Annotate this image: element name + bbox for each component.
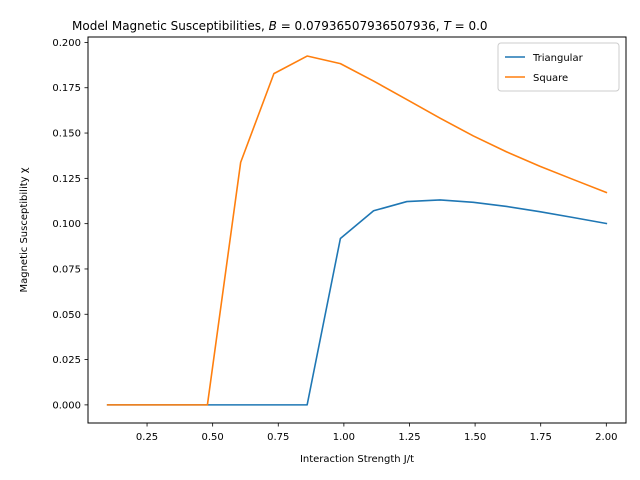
legend-label-triangular: Triangular: [532, 53, 584, 64]
legend: Triangular Square: [497, 42, 620, 92]
x-axis-ticks: 0.25 0.50 0.75 1.00 1.25 1.50 1.75 2.00: [136, 423, 617, 443]
y-axis-label: Magnetic Susceptibility χ: [19, 167, 30, 292]
x-tick-label: 0.75: [267, 432, 289, 443]
y-tick-label: 0.000: [52, 400, 81, 411]
x-tick-label: 1.75: [530, 432, 552, 443]
y-tick-label: 0.150: [52, 129, 81, 140]
series-line-square: [106, 55, 608, 406]
y-axis-ticks: 0.000 0.025 0.050 0.075 0.100 0.125 0.150 0.175…: [52, 38, 88, 411]
x-tick-label: 2.00: [595, 432, 617, 443]
title-b-var: B: [269, 19, 277, 33]
y-tick-label: 0.050: [52, 310, 81, 321]
series-lines: [106, 55, 608, 406]
title-t-value: = 0.0: [451, 19, 488, 33]
plot-frame: [87, 36, 627, 424]
y-tick-label: 0.175: [52, 83, 81, 94]
title-t-var: T: [443, 19, 452, 33]
x-axis-label: Interaction Strength J/t: [300, 454, 414, 465]
y-tick-label: 0.025: [52, 355, 81, 366]
x-tick-label: 0.25: [136, 432, 158, 443]
y-tick-label: 0.125: [52, 174, 81, 185]
x-tick-label: 1.50: [464, 432, 486, 443]
y-tick-label: 0.100: [52, 219, 81, 230]
x-tick-label: 1.25: [398, 432, 420, 443]
chart-title: Model Magnetic Susceptibilities, B = 0.0…: [72, 19, 488, 33]
x-tick-label: 0.50: [202, 432, 224, 443]
y-tick-label: 0.200: [52, 38, 81, 49]
legend-label-square: Square: [533, 73, 568, 84]
y-tick-label: 0.075: [52, 264, 81, 275]
legend-box: [497, 42, 620, 92]
title-b-value: = 0.07936507936507936,: [277, 19, 444, 33]
x-tick-label: 1.00: [333, 432, 355, 443]
title-prefix: Model Magnetic Susceptibilities,: [72, 19, 269, 33]
